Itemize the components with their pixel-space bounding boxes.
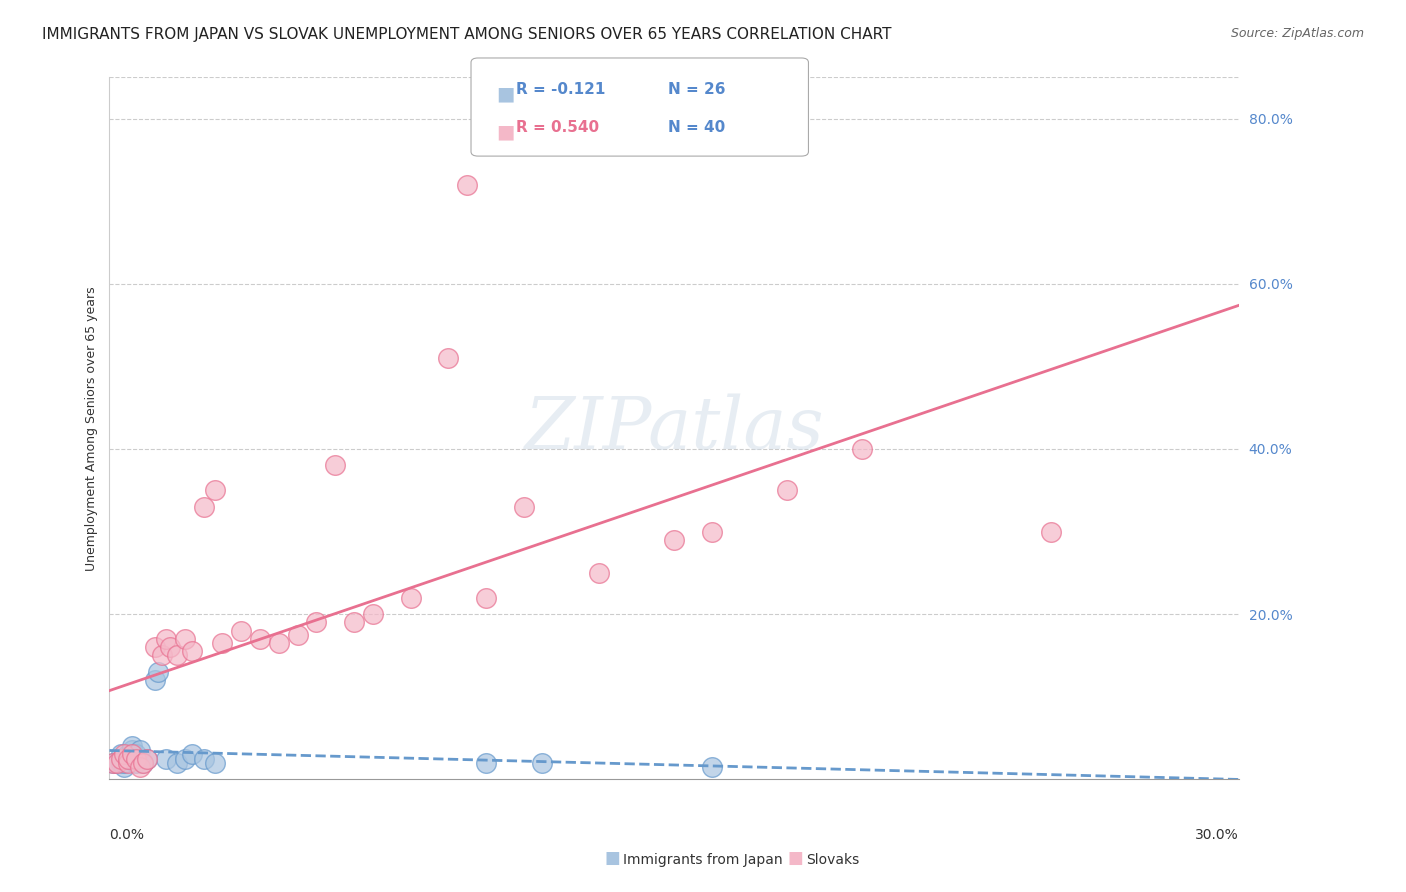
Text: Source: ZipAtlas.com: Source: ZipAtlas.com (1230, 27, 1364, 40)
Point (121, 743, 143, 757)
Point (399, 591, 422, 605)
Point (204, 483, 226, 498)
Point (305, 615, 328, 630)
Point (193, 751, 215, 765)
Point (132, 756, 155, 770)
Point (287, 628, 309, 642)
Point (211, 636, 233, 650)
Point (114, 747, 136, 762)
Point (155, 632, 177, 646)
Text: ■: ■ (496, 85, 515, 103)
Text: ZIPatlas: ZIPatlas (524, 393, 824, 464)
Point (128, 743, 150, 757)
Point (105, 756, 128, 770)
Point (105, 756, 128, 770)
Point (193, 500, 215, 514)
Point (117, 747, 139, 762)
Point (361, 607, 384, 621)
Point (125, 751, 148, 765)
Point (204, 756, 226, 770)
Point (128, 760, 150, 774)
Text: R = 0.540: R = 0.540 (516, 120, 599, 135)
Point (166, 648, 188, 663)
Text: ■: ■ (787, 849, 803, 867)
Point (155, 751, 177, 765)
Y-axis label: Unemployment Among Seniors over 65 years: Unemployment Among Seniors over 65 years (86, 286, 98, 571)
Point (181, 747, 204, 762)
Point (121, 739, 143, 754)
Text: 30.0%: 30.0% (1195, 829, 1239, 842)
Point (700, 524, 723, 539)
Point (110, 751, 132, 765)
Point (136, 751, 159, 765)
Point (148, 665, 170, 679)
Point (159, 640, 181, 654)
Point (125, 747, 148, 762)
Text: Immigrants from Japan: Immigrants from Japan (623, 853, 783, 867)
Point (110, 756, 132, 770)
Point (700, 760, 723, 774)
Point (588, 566, 610, 580)
Point (173, 751, 195, 765)
Point (456, 178, 478, 192)
Point (114, 760, 136, 774)
Text: R = -0.121: R = -0.121 (516, 82, 606, 97)
Point (475, 591, 498, 605)
Text: 0.0%: 0.0% (110, 829, 145, 842)
Point (343, 615, 366, 630)
Point (475, 756, 498, 770)
Point (150, 648, 173, 663)
Point (531, 756, 554, 770)
Point (117, 751, 139, 765)
Point (512, 500, 534, 514)
Point (181, 644, 204, 658)
Text: ■: ■ (496, 122, 515, 141)
Point (114, 756, 136, 770)
Text: N = 26: N = 26 (668, 82, 725, 97)
Point (1039, 524, 1062, 539)
Point (173, 632, 195, 646)
Point (776, 483, 799, 498)
Point (101, 756, 124, 770)
Text: Slovaks: Slovaks (806, 853, 859, 867)
Text: ■: ■ (605, 849, 620, 867)
Point (231, 624, 253, 638)
Text: N = 40: N = 40 (668, 120, 725, 135)
Point (166, 756, 188, 770)
Point (664, 533, 686, 547)
Point (249, 632, 271, 646)
Point (267, 636, 290, 650)
Point (437, 351, 460, 366)
Point (143, 640, 166, 654)
Point (125, 756, 148, 770)
Text: IMMIGRANTS FROM JAPAN VS SLOVAK UNEMPLOYMENT AMONG SENIORS OVER 65 YEARS CORRELA: IMMIGRANTS FROM JAPAN VS SLOVAK UNEMPLOY… (42, 27, 891, 42)
Point (101, 756, 124, 770)
Point (117, 751, 139, 765)
Point (323, 458, 346, 473)
Point (143, 673, 166, 688)
Point (121, 747, 143, 762)
Point (132, 756, 155, 770)
Point (136, 751, 159, 765)
Point (117, 756, 139, 770)
Point (110, 747, 132, 762)
Point (851, 442, 873, 456)
